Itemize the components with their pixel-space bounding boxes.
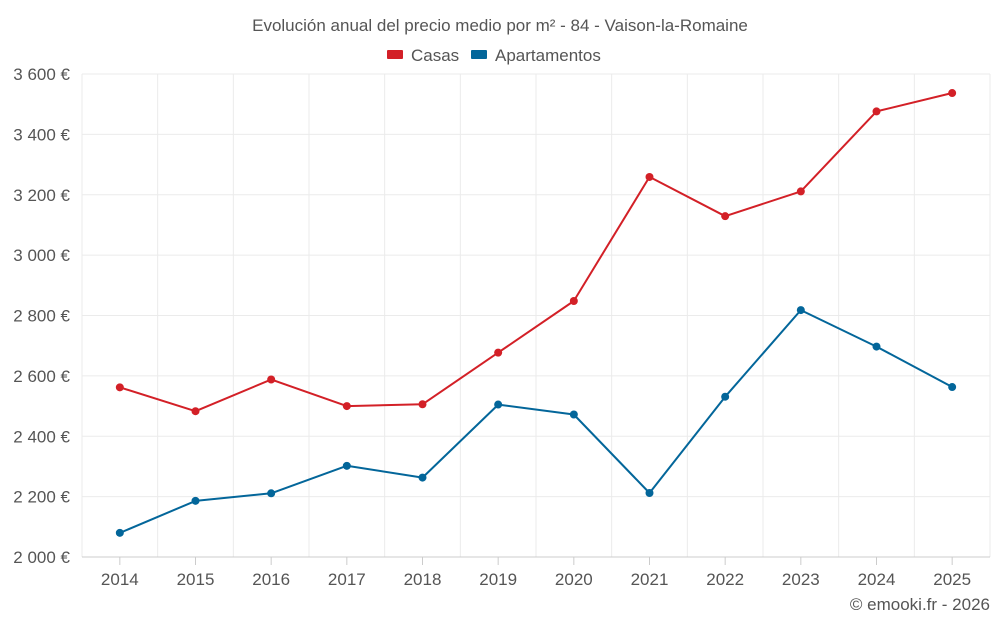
- y-tick-label: 3 200 €: [13, 186, 70, 205]
- data-point-casas[interactable]: Casas 2016: 2588 €: [267, 375, 276, 384]
- data-point-apartamentos[interactable]: Apartamentos 2024: 2697 €: [872, 342, 881, 351]
- x-tick-label: 2021: [631, 570, 669, 589]
- series: Casas 2014: 2562 € Casas 2015: 2483 € Casa…: [115, 89, 957, 537]
- data-point-apartamentos[interactable]: Apartamentos 2021: 2212 €: [645, 489, 654, 498]
- data-point-apartamentos[interactable]: Apartamentos 2017: 2302 €: [342, 461, 351, 470]
- y-tick-label: 3 600 €: [13, 65, 70, 84]
- legend-swatch-apartamentos: [471, 50, 487, 59]
- legend-label-apartamentos: Apartamentos: [495, 46, 601, 65]
- data-point-casas[interactable]: Casas 2015: 2483 €: [191, 407, 200, 416]
- y-tick-label: 2 800 €: [13, 307, 70, 326]
- y-tick-label: 2 200 €: [13, 488, 70, 507]
- x-tick-label: 2019: [479, 570, 517, 589]
- data-point-apartamentos[interactable]: Apartamentos 2022: 2531 €: [721, 392, 730, 401]
- x-tick-label: 2024: [858, 570, 896, 589]
- data-point-casas[interactable]: Casas 2025: 3537 €: [948, 89, 957, 98]
- x-tick-label: 2018: [404, 570, 442, 589]
- credit-text: © emooki.fr - 2026: [850, 595, 990, 614]
- legend: Casas Apartamentos: [387, 46, 601, 65]
- data-point-casas[interactable]: Casas 2019: 2677 €: [494, 348, 503, 357]
- chart-title: Evolución anual del precio medio por m² …: [252, 16, 748, 35]
- data-point-casas[interactable]: Casas 2018: 2506 €: [418, 400, 427, 409]
- data-point-casas[interactable]: Casas 2017: 2500 €: [342, 402, 351, 411]
- data-point-casas[interactable]: Casas 2023: 3211 €: [796, 187, 805, 196]
- legend-item-casas[interactable]: Casas: [387, 46, 459, 65]
- series-line-casas: [118, 92, 954, 413]
- data-point-casas[interactable]: Casas 2024: 3476 €: [872, 107, 881, 116]
- data-point-apartamentos[interactable]: Apartamentos 2023: 2818 €: [796, 306, 805, 315]
- series-line-apartamentos: [118, 309, 954, 534]
- data-point-apartamentos[interactable]: Apartamentos 2015: 2186 €: [191, 496, 200, 505]
- data-point-apartamentos[interactable]: Apartamentos 2019: 2505 €: [494, 400, 503, 409]
- data-point-casas[interactable]: Casas 2022: 3129 €: [721, 212, 730, 221]
- y-tick-label: 2 400 €: [13, 427, 70, 446]
- legend-item-apartamentos[interactable]: Apartamentos: [471, 46, 601, 65]
- y-tick-label: 3 000 €: [13, 246, 70, 265]
- x-tick-label: 2020: [555, 570, 593, 589]
- data-point-casas[interactable]: Casas 2020: 2848 €: [569, 297, 578, 306]
- x-tick-label: 2022: [706, 570, 744, 589]
- data-point-apartamentos[interactable]: Apartamentos 2016: 2211 €: [267, 489, 276, 498]
- legend-swatch-casas: [387, 50, 403, 59]
- x-tick-label: 2014: [101, 570, 139, 589]
- x-tick-label: 2023: [782, 570, 820, 589]
- data-point-apartamentos[interactable]: Apartamentos 2018: 2263 €: [418, 473, 427, 482]
- data-point-casas[interactable]: Casas 2014: 2562 €: [115, 383, 124, 392]
- axes: 2 000 € 2 200 € 2 400 € 2 600 € 2 800 € 3 000…: [13, 65, 990, 589]
- data-point-casas[interactable]: Casas 2021: 3259 €: [645, 172, 654, 181]
- y-tick-label: 2 600 €: [13, 367, 70, 386]
- x-tick-label: 2015: [177, 570, 215, 589]
- data-point-apartamentos[interactable]: Apartamentos 2025: 2563 €: [948, 383, 957, 392]
- x-tick-label: 2025: [933, 570, 971, 589]
- x-tick-label: 2016: [252, 570, 290, 589]
- y-tick-label: 2 000 €: [13, 548, 70, 567]
- x-tick-label: 2017: [328, 570, 366, 589]
- y-tick-label: 3 400 €: [13, 125, 70, 144]
- data-point-apartamentos[interactable]: Apartamentos 2014: 2080 €: [115, 528, 124, 537]
- grid: [81, 73, 991, 557]
- data-point-apartamentos[interactable]: Apartamentos 2020: 2472 €: [569, 410, 578, 419]
- legend-label-casas: Casas: [411, 46, 459, 65]
